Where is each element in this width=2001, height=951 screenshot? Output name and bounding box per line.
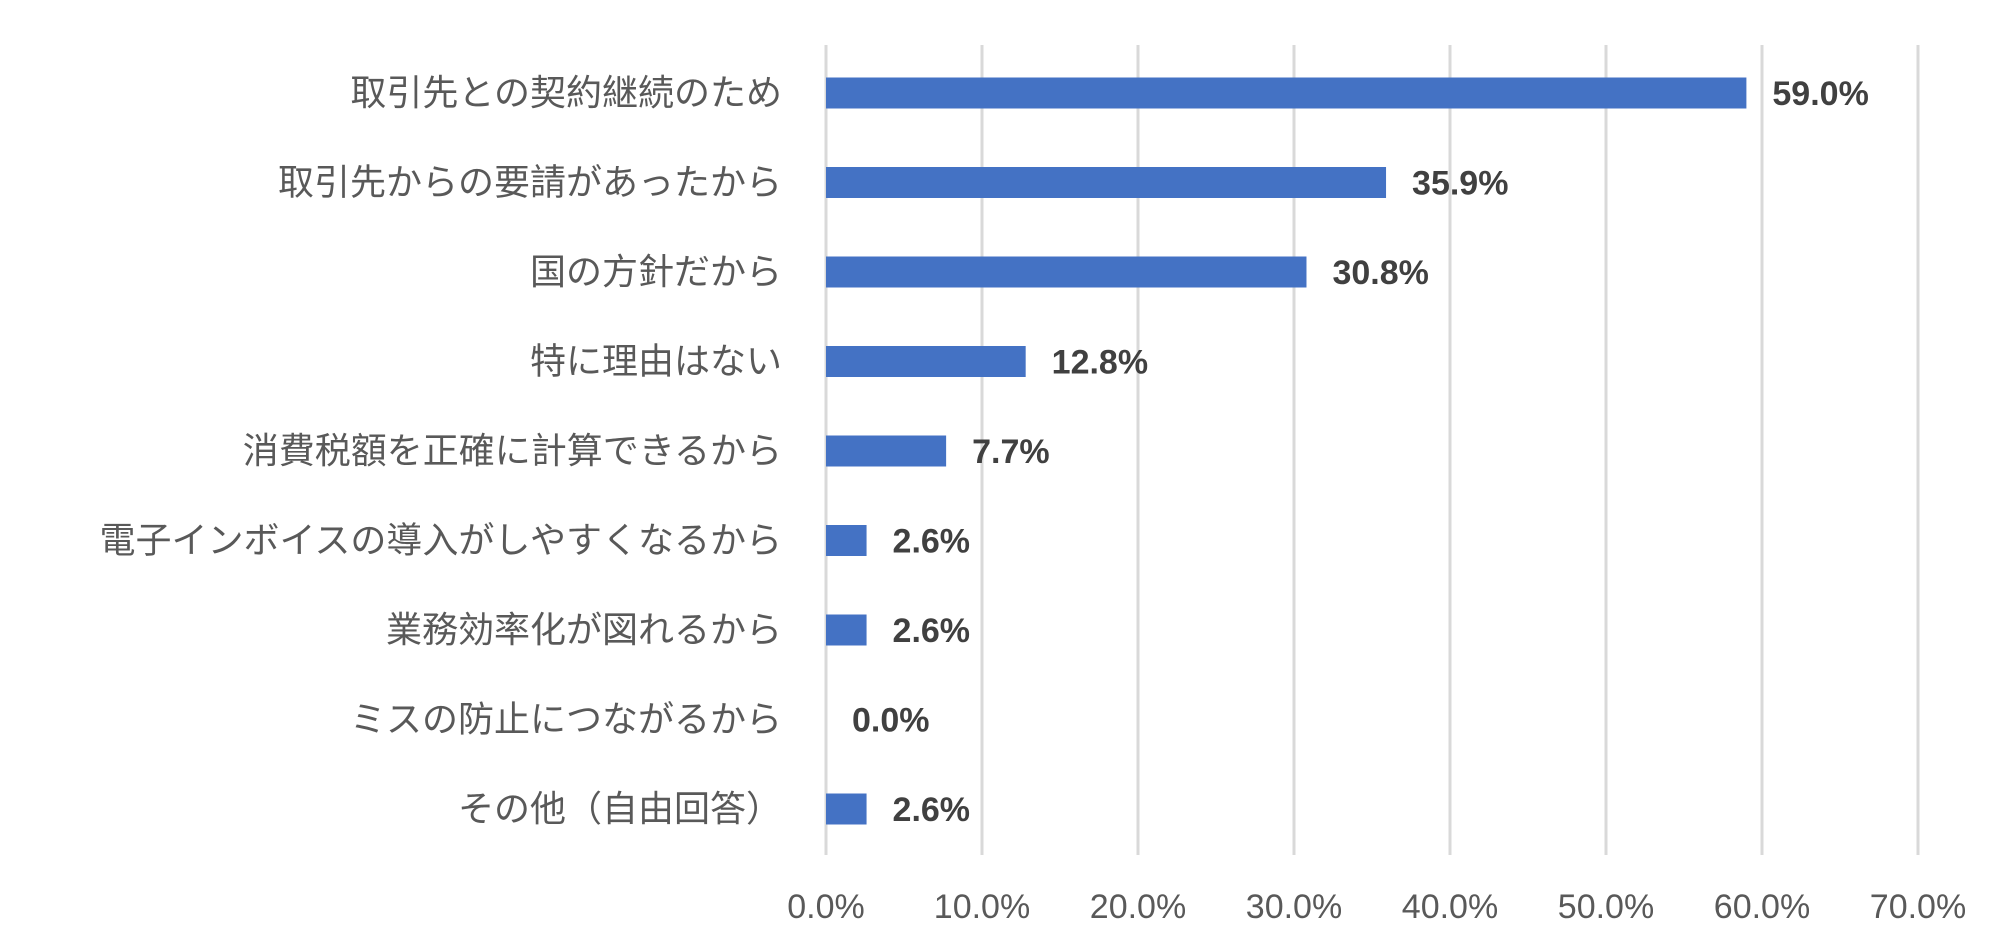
x-axis-tick-labels: 0.0% 10.0% 20.0% 30.0% 40.0% 50.0% 60.0% 70.0%: [787, 888, 1966, 926]
data-label: 2.6%: [893, 523, 971, 561]
bar: [826, 256, 1307, 288]
x-tick-label: 40.0%: [1402, 888, 1498, 926]
category-label: 特に理由はない: [530, 342, 782, 383]
category-label: 消費税額を正確に計算できるから: [243, 431, 782, 472]
category-label: 取引先との契約継続のため: [350, 73, 782, 114]
x-tick-label: 50.0%: [1558, 888, 1654, 926]
bar: [826, 614, 867, 646]
x-tick-label: 20.0%: [1090, 888, 1186, 926]
category-label: ミスの防止につながるから: [350, 700, 782, 741]
x-tick-label: 30.0%: [1246, 888, 1342, 926]
data-label: 0.0%: [852, 702, 930, 740]
x-tick-label: 70.0%: [1870, 888, 1966, 926]
category-labels: 取引先との契約継続のため取引先からの要請があったから国の方針だから特に理由はない…: [99, 73, 782, 830]
data-label: 12.8%: [1052, 344, 1148, 382]
bar: [826, 167, 1387, 198]
data-label: 2.6%: [893, 791, 971, 829]
x-tick-label: 60.0%: [1714, 888, 1810, 926]
category-label: 業務効率化が図れるから: [386, 610, 782, 651]
category-label: その他（自由回答）: [458, 789, 782, 830]
x-tick-label: 10.0%: [934, 888, 1030, 926]
bars: [826, 77, 1747, 825]
bar: [826, 77, 1747, 109]
x-tick-label: 0.0%: [787, 888, 865, 926]
data-label: 35.9%: [1412, 165, 1508, 203]
category-label: 国の方針だから: [530, 252, 782, 293]
data-label: 59.0%: [1772, 75, 1868, 113]
bar: [826, 525, 867, 556]
bar: [826, 793, 867, 825]
bar: [826, 435, 947, 467]
data-label: 7.7%: [972, 433, 1050, 471]
data-labels: 59.0% 35.9% 30.8% 12.8% 7.7% 2.6% 2.6% 0.0% 2.6%: [852, 75, 1869, 829]
category-label: 電子インボイスの導入がしやすくなるから: [99, 521, 782, 562]
bar: [826, 346, 1026, 377]
data-label: 2.6%: [893, 612, 971, 650]
data-label: 30.8%: [1332, 254, 1428, 292]
category-label: 取引先からの要請があったから: [278, 163, 782, 204]
